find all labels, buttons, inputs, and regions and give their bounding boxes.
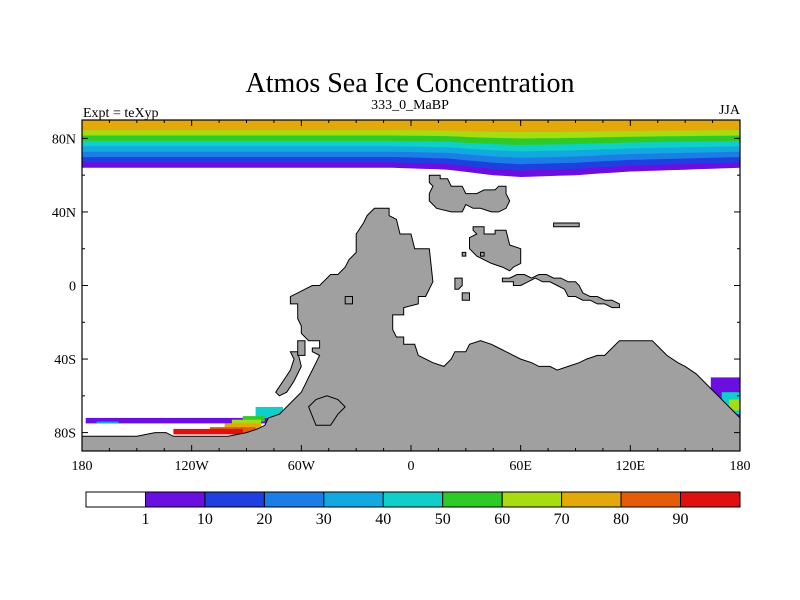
colorbar-label: 60 xyxy=(494,511,510,528)
x-tick-label: 60W xyxy=(288,459,316,474)
colorbar-label: 80 xyxy=(613,511,629,528)
y-tick-label: 0 xyxy=(69,280,76,295)
land-mass xyxy=(344,296,353,305)
land-layer xyxy=(82,174,740,451)
land-mass xyxy=(308,395,346,426)
x-tick-label: 180 xyxy=(730,459,751,474)
land-mass xyxy=(501,274,620,309)
chart-title: Atmos Sea Ice Concentration xyxy=(246,68,575,99)
land-mass xyxy=(461,292,470,301)
colorbar-swatch xyxy=(680,491,741,508)
land-mass xyxy=(480,251,485,257)
land-mass xyxy=(454,277,463,290)
subtitle-right: JJA xyxy=(719,103,741,118)
colorbar-label: 50 xyxy=(435,511,451,528)
y-tick-label: 40N xyxy=(52,206,76,221)
colorbar-label: 40 xyxy=(375,511,391,528)
arctic-ice-band xyxy=(82,120,740,133)
y-tick-label: 40S xyxy=(54,353,76,368)
arctic-ice-layer xyxy=(82,120,740,177)
antarctic-ice-patch xyxy=(242,416,265,422)
land-mass xyxy=(428,174,511,213)
y-tick-label: 80N xyxy=(52,132,76,147)
land-mass xyxy=(469,226,522,272)
colorbar-label: 30 xyxy=(316,511,332,528)
land-mass xyxy=(461,251,467,257)
antarctic-ice-patch xyxy=(85,417,274,424)
colorbar-swatch xyxy=(561,491,622,508)
colorbar-label: 20 xyxy=(256,511,272,528)
x-tick-label: 0 xyxy=(408,459,415,474)
colorbar-swatch xyxy=(382,491,444,508)
colorbar-label: 70 xyxy=(554,511,570,528)
x-tick-label: 180 xyxy=(72,459,93,474)
antarctic-ice-patch xyxy=(231,419,262,426)
antarctic-ice-patch xyxy=(255,406,283,418)
land-mass xyxy=(553,222,580,228)
colorbar: 1 10 20 30 40 50 60 70 80 90 xyxy=(85,491,741,528)
antarctic-ice-patch xyxy=(96,421,119,424)
colorbar-label: 10 xyxy=(197,511,213,528)
colorbar-swatch xyxy=(323,491,384,508)
x-tick-label: 60E xyxy=(509,459,532,474)
antarctic-ice-patch xyxy=(173,428,243,435)
x-tick-label: 120W xyxy=(175,459,210,474)
x-axis: 180 120W 60W 0 60E 120E 180 xyxy=(72,120,751,474)
colorbar-swatch xyxy=(501,491,563,508)
colorbar-swatch xyxy=(145,491,206,508)
antarctic-ice-patch xyxy=(224,423,262,431)
y-tick-label: 80S xyxy=(54,427,76,442)
subtitle-left: Expt = teXyp xyxy=(83,106,159,121)
x-tick-label: 120E xyxy=(616,459,646,474)
colorbar-label: 90 xyxy=(673,511,689,528)
antarctic-ice-patch xyxy=(729,399,740,411)
colorbar-label: 1 xyxy=(142,511,150,528)
subtitle-center: 333_0_MaBP xyxy=(371,98,449,113)
colorbar-swatch xyxy=(204,491,265,508)
colorbar-swatch xyxy=(85,491,146,508)
y-axis: 80N 40N 0 40S 80S xyxy=(52,132,740,442)
land-mass xyxy=(297,340,306,356)
plot-area xyxy=(82,120,740,451)
colorbar-swatch xyxy=(442,491,503,508)
colorbar-swatch xyxy=(263,491,325,508)
land-mass xyxy=(82,207,740,451)
colorbar-swatch xyxy=(620,491,682,508)
land-mass xyxy=(275,351,302,397)
